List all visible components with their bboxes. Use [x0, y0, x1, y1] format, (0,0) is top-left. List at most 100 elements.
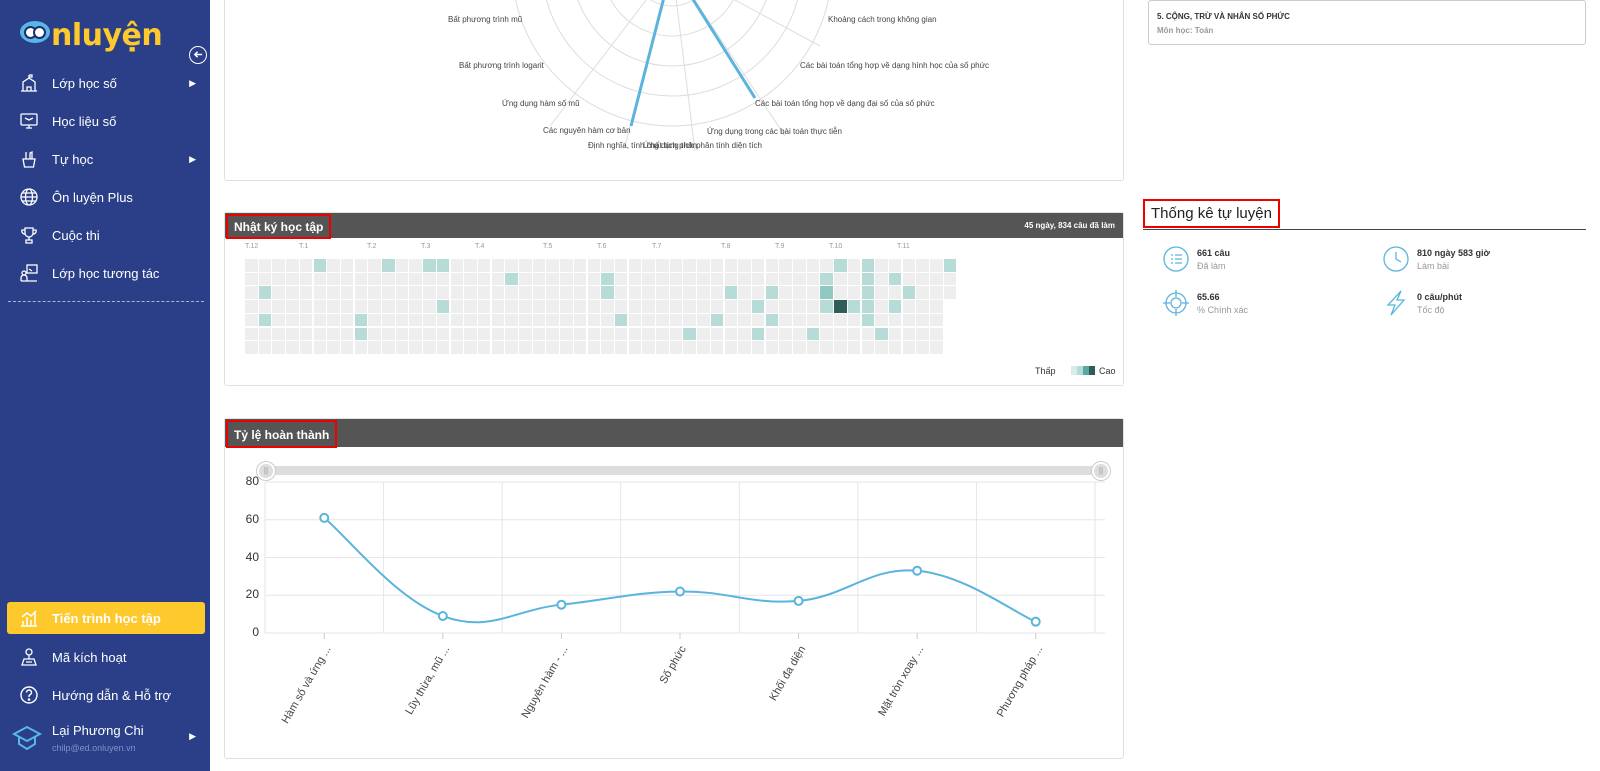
heatmap-cell[interactable] — [299, 300, 313, 313]
heatmap-cell[interactable] — [793, 272, 806, 286]
nav-ma-kich-hoat[interactable]: Mã kích hoạt — [0, 639, 210, 675]
heatmap-cell[interactable] — [340, 259, 354, 272]
heatmap-cell[interactable] — [505, 259, 518, 272]
heatmap-cell[interactable] — [751, 300, 765, 313]
heatmap-cell[interactable] — [888, 300, 902, 313]
heatmap-cell[interactable] — [340, 300, 354, 313]
heatmap-cell[interactable] — [272, 327, 285, 340]
heatmap-cell[interactable] — [820, 341, 833, 354]
heatmap-cell[interactable] — [806, 286, 820, 299]
heatmap-cell[interactable] — [806, 259, 820, 272]
heatmap-cell[interactable] — [930, 272, 943, 286]
heatmap-cell[interactable] — [368, 327, 381, 340]
heatmap-cell[interactable] — [368, 286, 381, 299]
heatmap-cell[interactable] — [916, 341, 929, 354]
heatmap-cell[interactable] — [916, 300, 929, 313]
heatmap-cell[interactable] — [313, 327, 326, 340]
heatmap-cell[interactable] — [327, 341, 340, 354]
heatmap-cell[interactable] — [491, 286, 505, 299]
heatmap-cell[interactable] — [888, 286, 902, 299]
heatmap-cell[interactable] — [793, 259, 806, 272]
heatmap-cell[interactable] — [450, 259, 463, 272]
heatmap-cell[interactable] — [245, 272, 258, 286]
heatmap-cell[interactable] — [765, 272, 779, 286]
heatmap-cell[interactable] — [861, 259, 874, 272]
heatmap-cell[interactable] — [436, 313, 450, 327]
heatmap-cell[interactable] — [916, 286, 929, 299]
heatmap-cell[interactable] — [642, 327, 655, 340]
heatmap-cell[interactable] — [697, 272, 710, 286]
heatmap-cell[interactable] — [354, 286, 368, 299]
heatmap-cell[interactable] — [382, 300, 395, 313]
heatmap-cell[interactable] — [327, 286, 340, 299]
heatmap-cell[interactable] — [313, 313, 326, 327]
heatmap-cell[interactable] — [519, 259, 532, 272]
heatmap-cell[interactable] — [779, 327, 792, 340]
heatmap-cell[interactable] — [245, 259, 258, 272]
heatmap-cell[interactable] — [395, 272, 409, 286]
heatmap-cell[interactable] — [409, 300, 422, 313]
heatmap-cell[interactable] — [560, 327, 573, 340]
heatmap-cell[interactable] — [327, 259, 340, 272]
heatmap-cell[interactable] — [409, 313, 422, 327]
heatmap-cell[interactable] — [272, 341, 285, 354]
heatmap-cell[interactable] — [354, 313, 368, 327]
heatmap-cell[interactable] — [299, 286, 313, 299]
heatmap-cell[interactable] — [245, 327, 258, 340]
heatmap-cell[interactable] — [669, 286, 683, 299]
nav-huong-dan-ho-tro[interactable]: Hướng dẫn & Hỗ trợ — [0, 677, 210, 713]
heatmap-cell[interactable] — [656, 286, 669, 299]
heatmap-cell[interactable] — [916, 259, 929, 272]
heatmap-cell[interactable] — [779, 259, 792, 272]
heatmap-cell[interactable] — [930, 286, 943, 299]
heatmap-cell[interactable] — [751, 259, 765, 272]
heatmap-cell[interactable] — [765, 286, 779, 299]
heatmap-cell[interactable] — [491, 313, 505, 327]
heatmap-cell[interactable] — [930, 300, 943, 313]
heatmap-cell[interactable] — [587, 341, 600, 354]
heatmap-cell[interactable] — [491, 272, 505, 286]
heatmap-cell[interactable] — [888, 327, 902, 340]
heatmap-cell[interactable] — [505, 327, 518, 340]
heatmap-cell[interactable] — [286, 313, 299, 327]
heatmap-cell[interactable] — [806, 272, 820, 286]
heatmap-cell[interactable] — [477, 286, 491, 299]
heatmap-cell[interactable] — [573, 272, 587, 286]
heatmap-cell[interactable] — [382, 286, 395, 299]
heatmap-cell[interactable] — [313, 259, 326, 272]
heatmap-cell[interactable] — [683, 313, 696, 327]
heatmap-cell[interactable] — [847, 341, 861, 354]
heatmap-cell[interactable] — [245, 286, 258, 299]
heatmap-cell[interactable] — [628, 300, 642, 313]
heatmap-cell[interactable] — [656, 272, 669, 286]
heatmap-cell[interactable] — [738, 259, 751, 272]
heatmap-cell[interactable] — [902, 272, 916, 286]
heatmap-cell[interactable] — [505, 272, 518, 286]
heatmap-cell[interactable] — [409, 341, 422, 354]
heatmap-cell[interactable] — [888, 259, 902, 272]
heatmap-cell[interactable] — [546, 259, 559, 272]
heatmap-cell[interactable] — [573, 313, 587, 327]
heatmap-cell[interactable] — [861, 313, 874, 327]
heatmap-cell[interactable] — [491, 327, 505, 340]
heatmap-cell[interactable] — [916, 313, 929, 327]
heatmap-cell[interactable] — [697, 313, 710, 327]
heatmap-cell[interactable] — [532, 327, 546, 340]
heatmap-cell[interactable] — [299, 341, 313, 354]
heatmap-cell[interactable] — [669, 327, 683, 340]
heatmap-cell[interactable] — [368, 313, 381, 327]
heatmap-cell[interactable] — [930, 259, 943, 272]
heatmap-cell[interactable] — [313, 341, 326, 354]
heatmap-cell[interactable] — [628, 327, 642, 340]
heatmap-cell[interactable] — [546, 313, 559, 327]
heatmap-cell[interactable] — [368, 300, 381, 313]
heatmap-cell[interactable] — [395, 341, 409, 354]
heatmap-cell[interactable] — [779, 286, 792, 299]
heatmap-cell[interactable] — [423, 327, 436, 340]
heatmap-cell[interactable] — [710, 341, 724, 354]
heatmap-cell[interactable] — [861, 300, 874, 313]
heatmap-cell[interactable] — [614, 327, 628, 340]
heatmap-cell[interactable] — [765, 313, 779, 327]
heatmap-cell[interactable] — [642, 300, 655, 313]
heatmap-cell[interactable] — [286, 272, 299, 286]
